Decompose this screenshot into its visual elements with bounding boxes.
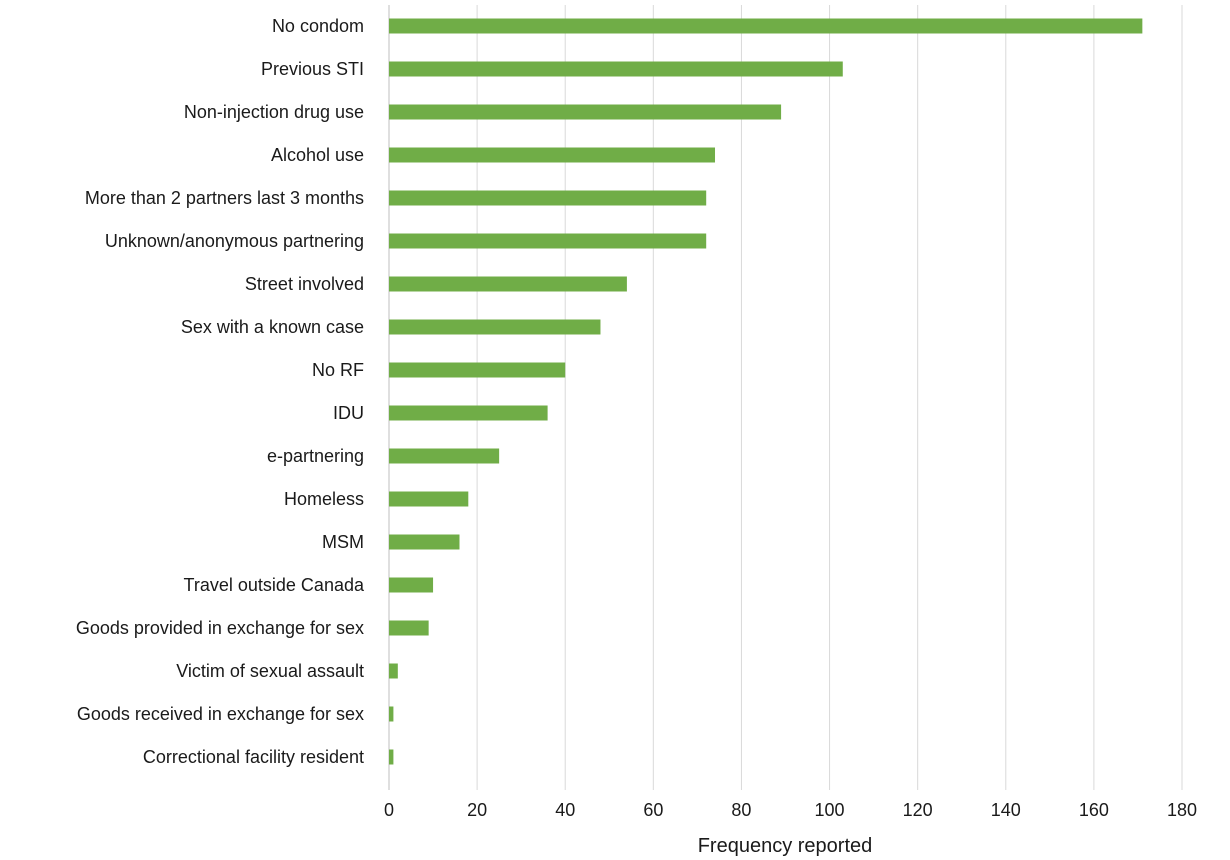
grid-layer <box>388 5 1183 790</box>
bar <box>389 147 716 163</box>
bar <box>389 319 601 335</box>
category-label: IDU <box>333 403 364 423</box>
bar <box>389 190 707 206</box>
x-tick-label: 80 <box>731 800 751 820</box>
category-label: Homeless <box>284 489 364 509</box>
x-tick-label: 60 <box>643 800 663 820</box>
x-tick-labels: 0 20 40 60 80 100 120 140 160 180 <box>384 800 1197 820</box>
bar <box>389 104 782 120</box>
category-label: Street involved <box>245 274 364 294</box>
bar <box>389 663 398 679</box>
x-tick-label: 140 <box>991 800 1021 820</box>
category-label: MSM <box>322 532 364 552</box>
bar <box>389 233 707 249</box>
category-label: Travel outside Canada <box>184 575 365 595</box>
bar <box>389 448 500 464</box>
x-tick-label: 100 <box>815 800 845 820</box>
category-label: Victim of sexual assault <box>176 661 364 681</box>
bar <box>389 61 843 77</box>
bar <box>389 749 394 765</box>
x-tick-label: 0 <box>384 800 394 820</box>
category-label: Goods provided in exchange for sex <box>76 618 364 638</box>
category-labels: No condom Previous STI Non-injection drug … <box>76 16 365 767</box>
bar <box>389 362 566 378</box>
bar <box>389 276 627 292</box>
category-label: No RF <box>312 360 364 380</box>
category-label: Alcohol use <box>271 145 364 165</box>
bar <box>389 405 548 421</box>
x-tick-label: 40 <box>555 800 575 820</box>
category-label: More than 2 partners last 3 months <box>85 188 364 208</box>
x-axis-title: Frequency reported <box>698 835 873 857</box>
category-label: Sex with a known case <box>181 317 364 337</box>
category-label: Correctional facility resident <box>143 747 364 767</box>
x-tick-label: 120 <box>903 800 933 820</box>
bar <box>389 18 1143 34</box>
category-label: e-partnering <box>267 446 364 466</box>
bar <box>389 706 394 722</box>
category-label: Previous STI <box>261 59 364 79</box>
x-tick-label: 20 <box>467 800 487 820</box>
category-label: Goods received in exchange for sex <box>77 704 364 724</box>
bar <box>389 491 469 507</box>
category-label: No condom <box>272 16 364 36</box>
bar <box>389 577 434 593</box>
x-tick-label: 160 <box>1079 800 1109 820</box>
x-tick-label: 180 <box>1167 800 1197 820</box>
category-label: Unknown/anonymous partnering <box>105 231 364 251</box>
bar <box>389 534 460 550</box>
category-label: Non-injection drug use <box>184 102 364 122</box>
bar-layer <box>389 18 1143 765</box>
bar <box>389 620 429 636</box>
